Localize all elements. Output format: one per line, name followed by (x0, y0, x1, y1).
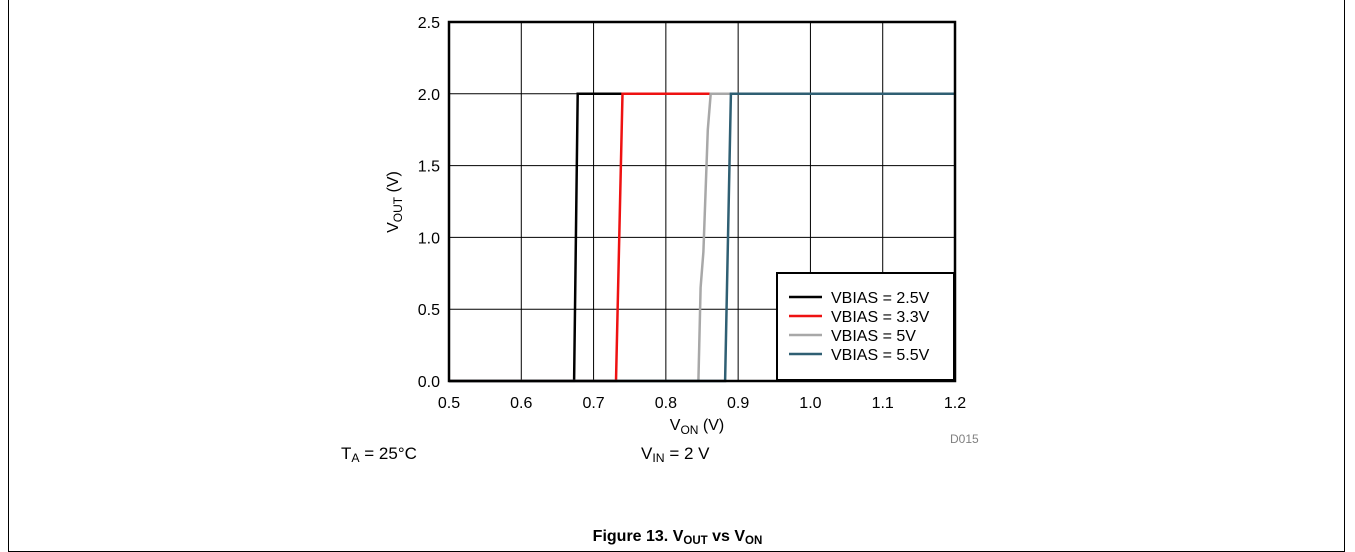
y-axis-title-sub: OUT (391, 196, 405, 222)
temperature-note-sub: A (351, 451, 360, 466)
grid (449, 22, 955, 381)
x-axis-title: VON (V) (670, 417, 724, 437)
temperature-note-rest: = 25°C (359, 444, 417, 463)
input-voltage-note-main: V (641, 444, 653, 463)
x-axis-title-unit: (V) (698, 417, 724, 434)
temperature-note-main: T (341, 444, 352, 463)
x-axis-title-sub: ON (680, 423, 698, 437)
y-tick-label: 0.5 (418, 302, 440, 319)
y-tick-labels: 0.0 0.5 1.0 1.5 2.0 2.5 (418, 15, 440, 391)
x-tick-label: 0.9 (727, 395, 749, 412)
y-tick-label: 1.0 (418, 230, 440, 247)
y-axis-title-unit: (V) (385, 171, 402, 197)
x-tick-label: 0.8 (655, 395, 677, 412)
x-tick-labels: 0.5 0.6 0.7 0.8 0.9 1.0 1.1 1.2 (438, 395, 966, 412)
caption-prefix: Figure 13. V (592, 528, 684, 545)
input-voltage-note-rest: = 2 V (664, 444, 710, 463)
x-tick-label: 1.0 (799, 395, 821, 412)
y-tick-label: 2.5 (418, 15, 440, 32)
legend-box (776, 272, 955, 381)
x-tick-label: 0.7 (582, 395, 604, 412)
legend-label: VBIAS = 3.3V (831, 309, 930, 326)
legend-label: VBIAS = 5V (831, 328, 916, 345)
input-voltage-note-sub: IN (652, 451, 665, 466)
x-tick-label: 0.6 (510, 395, 532, 412)
y-tick-label: 2.0 (418, 87, 440, 104)
y-tick-label: 0.0 (418, 374, 440, 391)
y-axis-title-main: V (385, 222, 402, 233)
figure-caption: Figure 13. VOUT vs VON (0, 528, 1355, 547)
temperature-note: TA = 25°C (341, 444, 417, 465)
x-tick-label: 1.1 (872, 395, 894, 412)
figure-code: D015 (950, 432, 979, 446)
input-voltage-note: VIN = 2 V (641, 444, 709, 465)
plot-border (447, 20, 957, 383)
legend: VBIAS = 2.5V VBIAS = 3.3V VBIAS = 5V VBIAS … (776, 272, 955, 381)
x-tick-label: 0.5 (438, 395, 460, 412)
caption-sub-out: OUT (683, 534, 708, 547)
caption-sub-on: ON (745, 534, 763, 547)
y-axis-title: VOUT (V) (385, 171, 405, 233)
y-tick-label: 1.5 (418, 159, 440, 176)
x-axis-title-main: V (670, 417, 681, 434)
caption-middle: vs V (707, 528, 746, 545)
x-tick-label: 1.2 (944, 395, 966, 412)
legend-label: VBIAS = 5.5V (831, 347, 930, 364)
legend-label: VBIAS = 2.5V (831, 290, 930, 307)
